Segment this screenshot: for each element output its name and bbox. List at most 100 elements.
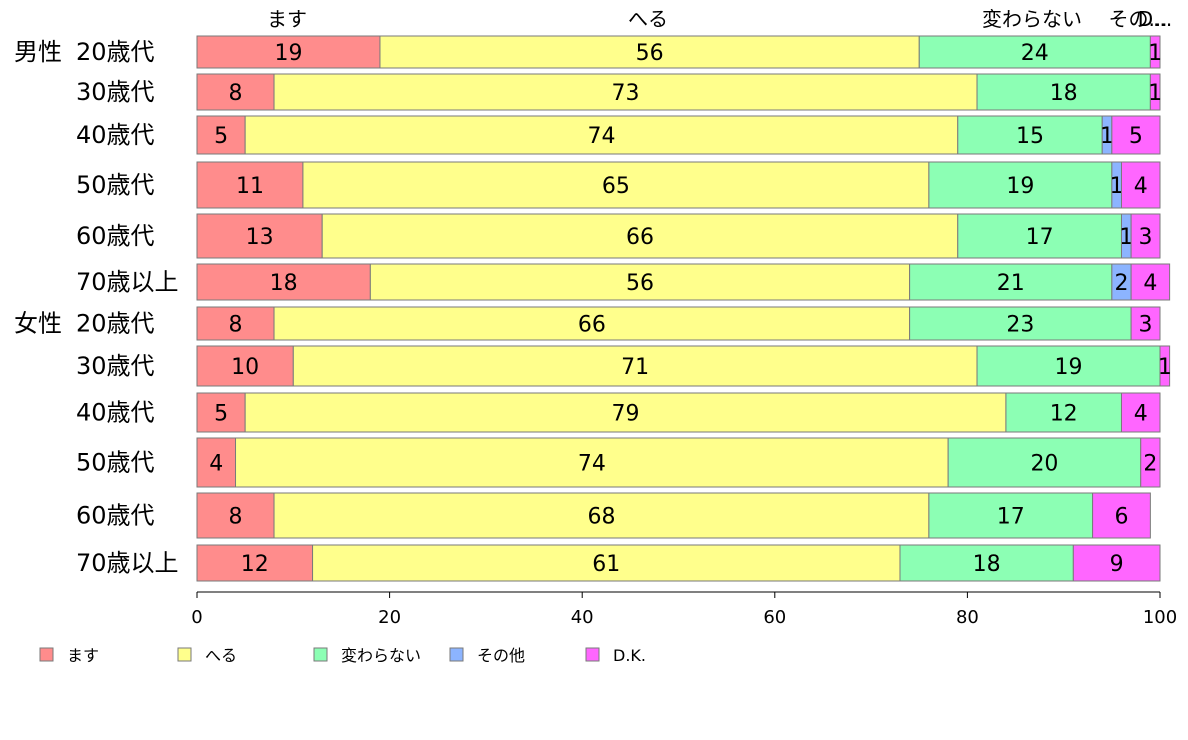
bar-segment [957,213,1122,259]
bar-segment [1120,392,1161,433]
bar-segment [196,263,371,301]
data-label: 18 [270,271,298,296]
bar-segment [379,35,920,69]
data-label: 12 [241,552,269,577]
bar-segment [196,213,323,259]
data-label: 3 [1139,225,1153,250]
category-label: 60歳代 [76,222,155,250]
data-label: 1 [1148,81,1162,106]
data-label: 19 [274,41,302,66]
top-series-label: ます [267,7,307,31]
data-label: 3 [1139,313,1153,338]
data-label: 66 [578,313,606,338]
x-tick-label: 0 [191,607,202,628]
bar-segment [1149,35,1161,69]
data-label: 1 [1158,355,1172,380]
bar-segment [1120,161,1161,209]
data-label: 8 [229,505,243,530]
category-label: 70歳以上 [76,268,179,296]
bar-segment [235,437,949,488]
data-label: 2 [1143,452,1157,477]
bar-segment [302,161,930,209]
data-label: 4 [209,452,223,477]
bar-segment [196,115,246,155]
top-series-label: 変わらない [982,7,1082,31]
bar-segment [1111,115,1161,155]
legend-label: 変わらない [341,646,421,665]
data-label: 17 [1026,225,1054,250]
top-series-label: その... [1108,7,1167,31]
bar-segment [196,161,304,209]
data-label: 5 [214,402,228,427]
data-label: 20 [1030,452,1058,477]
data-label: 9 [1110,552,1124,577]
bar-segment [196,492,275,539]
data-label: 65 [602,174,630,199]
data-label: 4 [1134,174,1148,199]
legend-swatch [177,647,192,662]
bar-segment [369,263,911,301]
data-label: 8 [229,313,243,338]
legend-swatch [449,647,464,662]
bar-segment [957,115,1103,155]
data-label: 19 [1006,174,1034,199]
data-label: 15 [1016,124,1044,149]
data-label: 66 [626,225,654,250]
bar-segment [196,544,314,582]
category-label: 70歳以上 [76,549,179,577]
bar-segment [947,437,1142,488]
legend-swatch [585,647,600,662]
data-label: 11 [236,174,264,199]
data-label: 18 [1050,81,1078,106]
bar-segment [196,392,246,433]
data-label: 56 [626,271,654,296]
x-tick-label: 80 [956,607,979,628]
data-label: 8 [229,81,243,106]
category-label: 20歳代 [76,310,155,338]
legend-label: D.K. [613,646,646,665]
bar-segment [1140,437,1161,488]
bar-segment [196,35,381,69]
bar-segment [1092,492,1151,539]
bar-segment [928,492,1094,539]
x-tick-label: 40 [571,607,594,628]
data-label: 71 [621,355,649,380]
bar-segment [196,345,294,387]
category-label: 20歳代 [76,38,155,66]
category-label: 50歳代 [76,449,155,477]
data-label: 12 [1050,402,1078,427]
category-label: 40歳代 [76,399,155,427]
data-label: 1 [1110,174,1124,199]
bar-segment [273,492,930,539]
data-label: 1 [1119,225,1133,250]
group-label: 女性 [14,310,62,338]
data-label: 73 [612,81,640,106]
data-label: 6 [1114,505,1128,530]
data-label: 17 [997,505,1025,530]
data-label: 1 [1148,41,1162,66]
x-tick-label: 100 [1143,607,1177,628]
data-label: 1 [1100,124,1114,149]
bar-segment [976,73,1151,111]
data-label: 23 [1006,313,1034,338]
bar-segment [1130,306,1161,341]
legend-label: その他 [477,646,525,665]
data-label: 21 [997,271,1025,296]
bar-segment [1130,213,1161,259]
top-series-label: へる [628,7,668,31]
bar-segment [292,345,978,387]
data-label: 74 [587,124,615,149]
bar-segment [1005,392,1122,433]
data-label: 74 [578,452,606,477]
bar-segment [196,73,275,111]
category-label: 60歳代 [76,502,155,530]
data-label: 13 [246,225,274,250]
data-label: 2 [1114,271,1128,296]
legend-swatch [39,647,54,662]
category-label: 30歳代 [76,352,155,380]
category-label: 50歳代 [76,171,155,199]
data-label: 10 [231,355,259,380]
legend-label: ます [67,646,99,665]
